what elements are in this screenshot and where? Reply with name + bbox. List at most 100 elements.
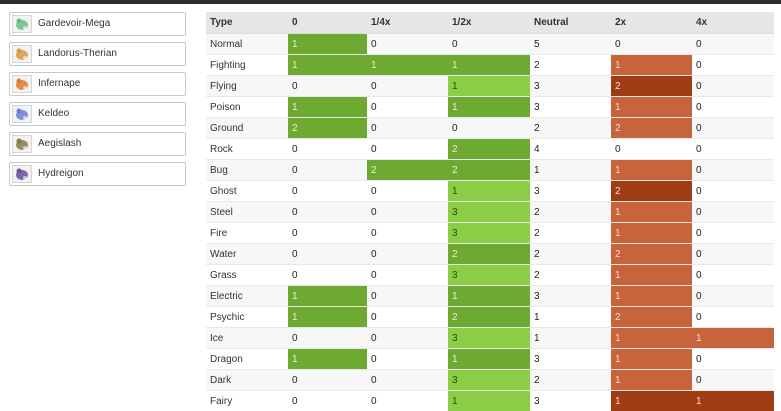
multiplier-count-cell: 2 <box>448 306 530 328</box>
multiplier-count-cell: 3 <box>448 327 530 349</box>
table-row-ground: Ground 2 0 0 2 2 0 <box>206 117 774 139</box>
multiplier-count-cell: 1 <box>530 159 611 181</box>
hydreigon-sprite-icon <box>12 165 32 183</box>
type-name-cell: Flying <box>206 75 288 97</box>
multiplier-count-cell: 0 <box>611 138 692 160</box>
multiplier-count-cell: 1 <box>448 390 530 411</box>
multiplier-count-cell: 2 <box>448 138 530 160</box>
multiplier-count-cell: 2 <box>530 117 611 139</box>
type-name-cell: Poison <box>206 96 288 118</box>
team-member-gardevoir-mega[interactable]: Gardevoir-Mega <box>9 12 186 36</box>
type-name-cell: Psychic <box>206 306 288 328</box>
multiplier-count-cell: 0 <box>692 222 774 244</box>
multiplier-count-cell: 1 <box>611 390 692 411</box>
column-header-col3: 1/2x <box>448 12 530 34</box>
multiplier-count-cell: 0 <box>692 369 774 391</box>
table-row-rock: Rock 0 0 2 4 0 0 <box>206 138 774 160</box>
multiplier-count-cell: 2 <box>611 180 692 202</box>
table-body: Normal 1 0 0 5 0 0 Fighting 1 1 1 2 1 0 Flying 0 0 1 3 2 0 Po… <box>206 33 774 411</box>
type-name-cell: Normal <box>206 33 288 55</box>
team-member-aegislash[interactable]: Aegislash <box>9 132 186 156</box>
multiplier-count-cell: 1 <box>288 306 367 328</box>
multiplier-count-cell: 2 <box>611 117 692 139</box>
multiplier-count-cell: 1 <box>611 96 692 118</box>
multiplier-count-cell: 0 <box>367 201 448 223</box>
column-header-col6: 4x <box>692 12 774 34</box>
multiplier-count-cell: 1 <box>530 327 611 349</box>
multiplier-count-cell: 0 <box>367 390 448 411</box>
multiplier-count-cell: 0 <box>692 33 774 55</box>
table-row-fire: Fire 0 0 3 2 1 0 <box>206 222 774 244</box>
team-member-name: Keldeo <box>38 108 70 119</box>
multiplier-count-cell: 0 <box>692 348 774 370</box>
type-name-cell: Steel <box>206 201 288 223</box>
multiplier-count-cell: 1 <box>367 54 448 76</box>
table-row-grass: Grass 0 0 3 2 1 0 <box>206 264 774 286</box>
type-name-cell: Electric <box>206 285 288 307</box>
table-row-dragon: Dragon 1 0 1 3 1 0 <box>206 348 774 370</box>
column-header-col1: 0 <box>288 12 367 34</box>
type-name-cell: Rock <box>206 138 288 160</box>
multiplier-count-cell: 2 <box>611 243 692 265</box>
multiplier-count-cell: 0 <box>692 180 774 202</box>
team-member-keldeo[interactable]: Keldeo <box>9 102 186 126</box>
type-coverage-table-wrap: Type 0 1/4x 1/2x Neutral 2x 4x Normal 1 0 0 5 0 0 Fig… <box>206 12 774 411</box>
multiplier-count-cell: 0 <box>692 117 774 139</box>
type-name-cell: Water <box>206 243 288 265</box>
multiplier-count-cell: 2 <box>367 159 448 181</box>
team-list: Gardevoir-Mega Landorus-Therian Infernape K… <box>9 12 186 192</box>
multiplier-count-cell: 0 <box>367 264 448 286</box>
table-row-dark: Dark 0 0 3 2 1 0 <box>206 369 774 391</box>
multiplier-count-cell: 0 <box>288 327 367 349</box>
multiplier-count-cell: 0 <box>367 369 448 391</box>
multiplier-count-cell: 0 <box>692 159 774 181</box>
table-row-electric: Electric 1 0 1 3 1 0 <box>206 285 774 307</box>
multiplier-count-cell: 0 <box>288 159 367 181</box>
multiplier-count-cell: 3 <box>530 96 611 118</box>
team-member-hydreigon[interactable]: Hydreigon <box>9 162 186 186</box>
multiplier-count-cell: 2 <box>530 369 611 391</box>
table-row-psychic: Psychic 1 0 2 1 2 0 <box>206 306 774 328</box>
multiplier-count-cell: 5 <box>530 33 611 55</box>
team-member-landorus-therian[interactable]: Landorus-Therian <box>9 42 186 66</box>
multiplier-count-cell: 0 <box>288 138 367 160</box>
multiplier-count-cell: 0 <box>288 369 367 391</box>
type-coverage-table: Type 0 1/4x 1/2x Neutral 2x 4x Normal 1 0 0 5 0 0 Fig… <box>206 12 774 411</box>
team-member-infernape[interactable]: Infernape <box>9 72 186 96</box>
table-row-steel: Steel 0 0 3 2 1 0 <box>206 201 774 223</box>
table-row-flying: Flying 0 0 1 3 2 0 <box>206 75 774 97</box>
team-member-name: Aegislash <box>38 138 82 149</box>
type-name-cell: Bug <box>206 159 288 181</box>
multiplier-count-cell: 1 <box>448 348 530 370</box>
landorus-therian-sprite-icon <box>12 45 32 63</box>
multiplier-count-cell: 1 <box>692 390 774 411</box>
table-row-water: Water 0 0 2 2 2 0 <box>206 243 774 265</box>
multiplier-count-cell: 2 <box>448 159 530 181</box>
gardevoir-mega-sprite-icon <box>12 15 32 33</box>
multiplier-count-cell: 3 <box>448 264 530 286</box>
multiplier-count-cell: 0 <box>367 222 448 244</box>
multiplier-count-cell: 0 <box>448 117 530 139</box>
multiplier-count-cell: 0 <box>692 285 774 307</box>
multiplier-count-cell: 0 <box>367 285 448 307</box>
multiplier-count-cell: 3 <box>530 390 611 411</box>
multiplier-count-cell: 2 <box>530 201 611 223</box>
multiplier-count-cell: 2 <box>611 75 692 97</box>
multiplier-count-cell: 0 <box>288 222 367 244</box>
multiplier-count-cell: 1 <box>611 348 692 370</box>
multiplier-count-cell: 1 <box>530 306 611 328</box>
multiplier-count-cell: 0 <box>692 201 774 223</box>
table-row-bug: Bug 0 2 2 1 1 0 <box>206 159 774 181</box>
multiplier-count-cell: 3 <box>530 348 611 370</box>
type-name-cell: Ground <box>206 117 288 139</box>
multiplier-count-cell: 0 <box>288 201 367 223</box>
column-header-col4: Neutral <box>530 12 611 34</box>
table-row-ice: Ice 0 0 3 1 1 1 <box>206 327 774 349</box>
table-row-poison: Poison 1 0 1 3 1 0 <box>206 96 774 118</box>
multiplier-count-cell: 2 <box>611 306 692 328</box>
multiplier-count-cell: 0 <box>692 138 774 160</box>
multiplier-count-cell: 1 <box>448 180 530 202</box>
multiplier-count-cell: 2 <box>530 264 611 286</box>
multiplier-count-cell: 2 <box>530 243 611 265</box>
multiplier-count-cell: 1 <box>611 369 692 391</box>
